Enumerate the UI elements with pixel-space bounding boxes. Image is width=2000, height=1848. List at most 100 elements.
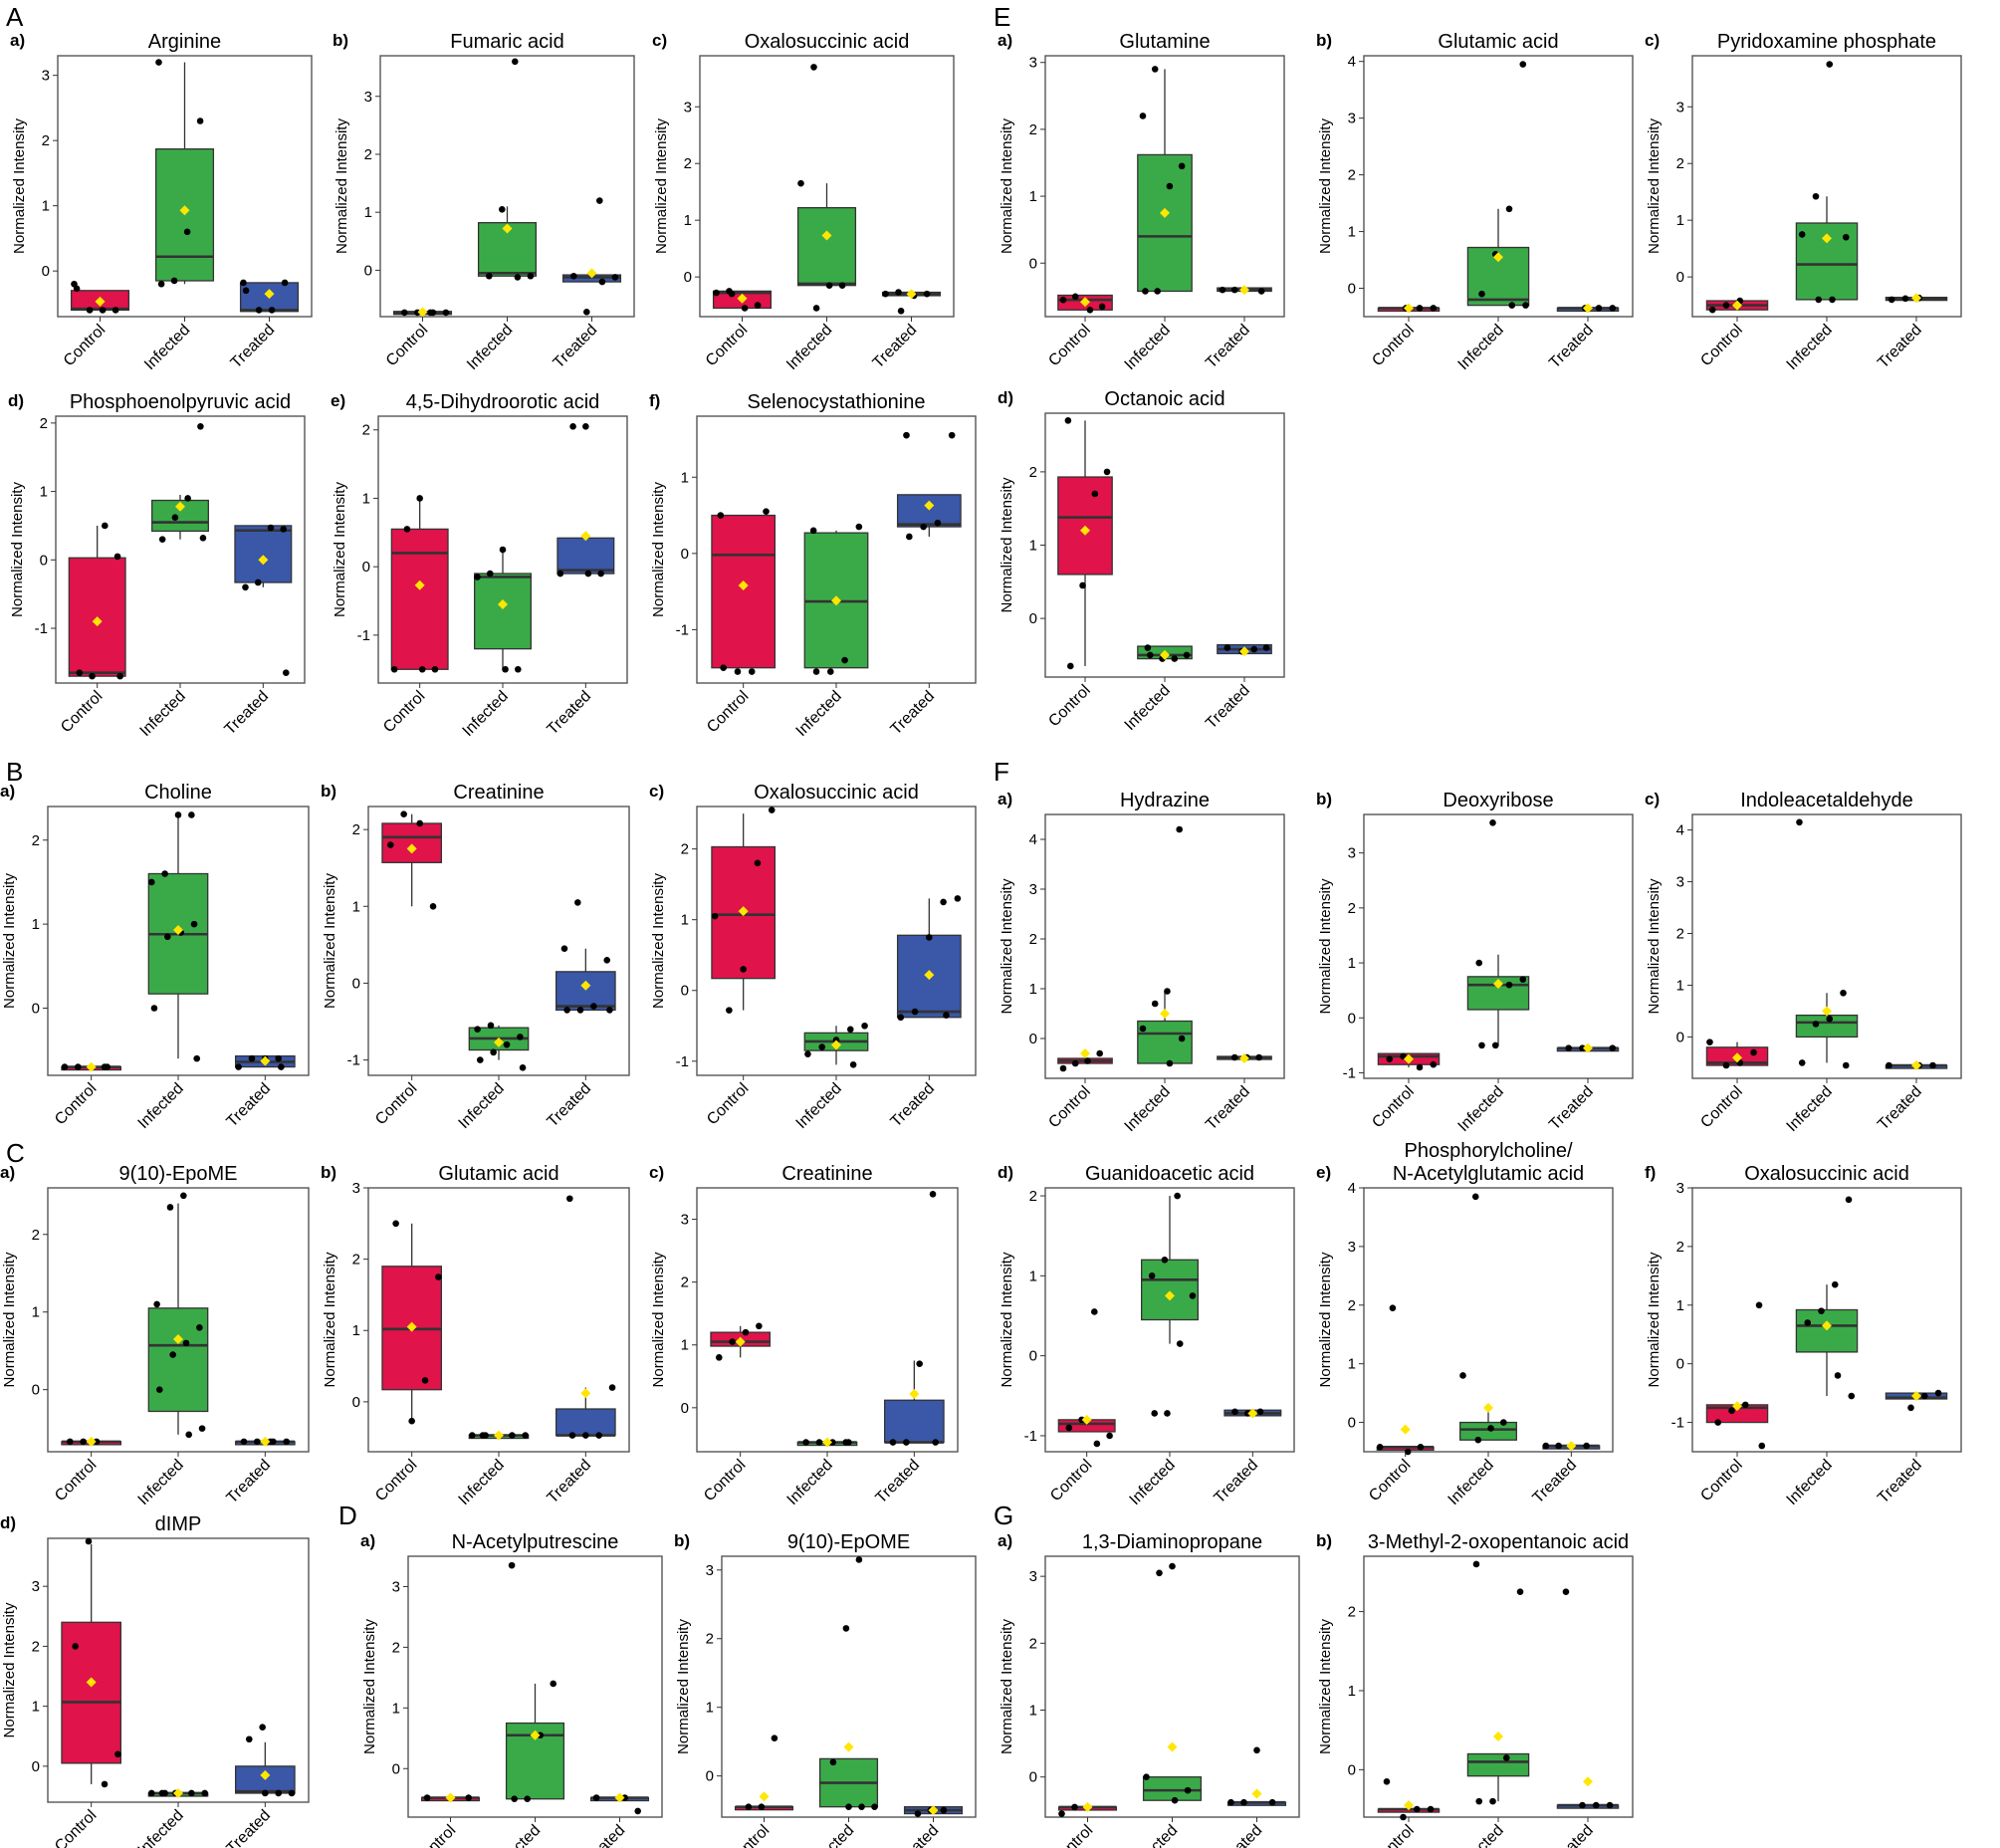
mean-marker [1239,285,1249,296]
sub-label: b) [1316,790,1332,808]
data-point [282,669,290,676]
mean-marker [530,1730,541,1740]
data-point [1176,1340,1184,1347]
data-point [568,1432,576,1439]
data-point [1502,1754,1510,1761]
data-point [1250,645,1258,653]
x-tick-label: Infected [783,322,835,373]
data-point [754,859,762,867]
x-tick-label: Treated [551,322,601,372]
sub-label: f) [649,391,660,410]
mean-marker [1404,1800,1414,1811]
mean-marker [1082,1801,1093,1812]
y-tick-label: -1 [676,1053,689,1070]
data-point [400,309,408,317]
data-point [1156,1569,1163,1577]
data-point [1826,1015,1834,1023]
data-point [903,431,910,439]
data-point [1474,1436,1482,1444]
x-tick-label: Infected [1455,322,1507,373]
panel-a-a: Arginine a) Normalized Intensity 0 1 2 3 Contro… [10,31,313,373]
data-point [1166,1059,1174,1067]
data-point [1268,1798,1276,1806]
y-tick-label: 0 [362,559,370,576]
panel-g-b: 3-Methyl-2-oxopentanoic acid b) Normalized… [1316,1531,1634,1848]
data-point [818,1043,826,1050]
y-tick-label: 4 [1676,822,1684,839]
data-point [1148,1272,1156,1279]
y-tick-label: 1 [352,898,360,915]
y-tick-label: 1 [1676,977,1684,994]
data-point [1430,1060,1438,1068]
data-point [476,1056,484,1063]
data-point [1842,1061,1850,1069]
mean-marker [1160,207,1170,218]
data-point [169,1351,176,1358]
mean-marker [1080,525,1090,536]
data-point [634,1807,642,1815]
mean-marker [406,1321,417,1332]
y-axis-label: Normalized Intensity [322,1252,338,1387]
data-point [711,912,719,920]
data-point [1413,1805,1421,1813]
mean-marker [580,531,591,542]
x-tick-label: Treated [224,1457,275,1507]
y-tick-label: 1 [1348,1683,1356,1700]
data-point [503,1040,511,1048]
data-point [196,1323,203,1331]
data-point [1386,1055,1394,1062]
data-point [726,1007,733,1014]
data-point [1812,1021,1820,1028]
data-point [590,1003,597,1010]
mean-marker [86,1061,97,1072]
data-point [825,282,833,289]
data-point [201,1789,209,1797]
x-tick-label: Infected [460,688,512,740]
mean-marker [821,230,832,241]
data-point [1189,1292,1197,1299]
y-tick-label: -1 [1343,1064,1356,1081]
mean-marker [1081,1414,1092,1425]
data-point [1171,655,1179,662]
data-point [1255,1053,1262,1061]
y-axis-label: Normalized Intensity [1646,118,1663,254]
y-tick-label: 2 [32,1638,40,1655]
y-tick-label: 3 [1348,845,1356,862]
data-point [815,1439,823,1446]
data-point [1253,1746,1260,1754]
data-point [465,1794,473,1801]
data-point [196,117,204,124]
section-label-e: E [994,2,1011,32]
data-point [897,1014,905,1022]
x-tick-label: Treated [873,1457,924,1507]
data-point [1901,295,1909,303]
y-tick-label: 1 [42,198,50,215]
data-point [1478,290,1485,298]
data-point [254,1438,261,1446]
data-point [1257,288,1265,295]
chart-title: Glutamine [1119,31,1210,53]
chart-title: Oxalosuccinic acid [754,782,919,804]
y-tick-label: 2 [1348,167,1356,184]
data-point [283,1438,291,1446]
mean-marker [1566,1441,1577,1452]
data-point [1920,1392,1928,1400]
box-treated [555,971,616,1012]
data-point [576,1007,584,1014]
data-point [1796,818,1803,826]
data-point [1722,1061,1730,1069]
data-point [498,205,506,213]
x-tick-label: Infected [1122,1083,1174,1135]
data-point [1430,305,1438,312]
sub-label: c) [649,1163,664,1182]
data-point [1815,296,1823,304]
chart-title: Deoxyribose [1443,790,1553,811]
data-point [1888,296,1895,304]
y-tick-label: 1 [681,469,689,486]
data-point [416,819,423,827]
x-tick-label: Treated [1212,1457,1262,1507]
data-point [1834,1372,1842,1379]
x-tick-label: Control [1697,322,1745,369]
data-point [423,1794,431,1801]
panel-c-a: 9(10)-EpoME a) Normalized Intensity 0 1 2 Cont… [0,1163,310,1508]
